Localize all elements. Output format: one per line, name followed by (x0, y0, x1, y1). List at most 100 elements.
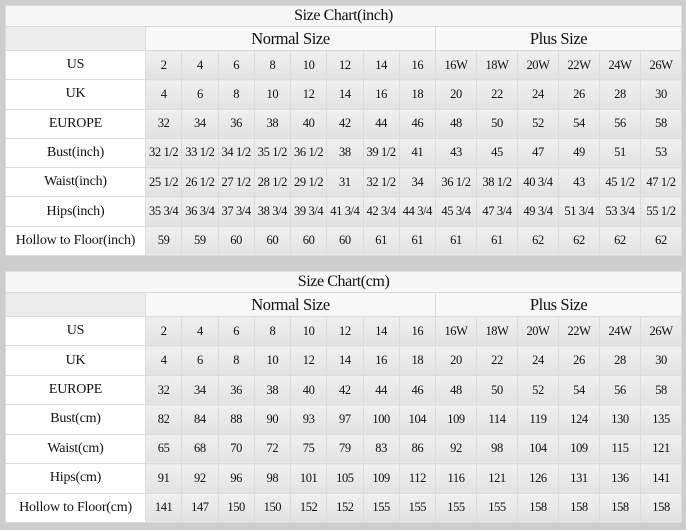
size-cell: 8 (253, 49, 292, 81)
size-cell: 52 (517, 108, 559, 139)
size-cell: 16W (435, 315, 477, 347)
size-cell: 16 (398, 49, 437, 81)
size-cell: 22W (558, 49, 600, 81)
size-cell: 109 (435, 404, 477, 435)
size-cell: 155 (435, 492, 477, 524)
size-cell: 53 3/4 (599, 196, 641, 227)
size-cell: 36 1/2 (435, 167, 477, 198)
size-cell: 30 (639, 345, 683, 376)
size-cell: 6 (217, 49, 255, 81)
size-cell: 18 (398, 345, 437, 376)
size-cell: 20 (435, 345, 477, 376)
size-cell: 8 (217, 345, 255, 376)
size-cell: 41 3/4 (326, 196, 364, 227)
size-cell: 36 1/2 (289, 137, 328, 169)
size-cell: 75 (289, 433, 328, 465)
size-cell: 32 1/2 (144, 137, 183, 169)
size-cell: 18 (398, 79, 437, 110)
size-cell: 131 (558, 463, 600, 494)
size-cell: 49 (558, 137, 600, 169)
row-label: EUROPE (5, 108, 146, 139)
size-cell: 26 1/2 (181, 167, 219, 198)
size-cell: 40 (289, 374, 328, 406)
size-cell: 18W (476, 315, 518, 347)
size-cell: 34 (398, 167, 437, 198)
size-cell: 114 (476, 404, 518, 435)
size-cell: 158 (517, 492, 559, 524)
chart-title: Size Chart(inch) (4, 5, 683, 27)
size-cell: 10 (289, 49, 328, 81)
size-cell: 121 (476, 463, 518, 494)
table-row: EUROPE 32 34 36 38 40 42 44 46 48 50 52 54 56 58 (5, 108, 683, 139)
size-cell: 44 3/4 (398, 196, 437, 227)
size-cell: 58 (639, 108, 683, 139)
size-cell: 104 (517, 433, 559, 465)
size-cell: 38 (326, 137, 364, 169)
header-blank (5, 26, 146, 51)
size-cell: 12 (326, 315, 364, 347)
size-cell: 150 (253, 492, 292, 524)
size-cell: 38 (253, 374, 292, 406)
size-cell: 40 3/4 (517, 167, 559, 198)
size-cell: 10 (253, 79, 292, 110)
table-row: UK 4 6 8 10 12 14 16 18 20 22 24 26 28 30 (5, 345, 683, 376)
size-cell: 98 (253, 463, 292, 494)
size-cell: 20 (435, 79, 477, 110)
size-cell: 141 (639, 463, 683, 494)
size-cell: 124 (558, 404, 600, 435)
size-cell: 45 1/2 (599, 167, 641, 198)
size-cell: 28 (599, 345, 641, 376)
size-cell: 32 (144, 374, 183, 406)
size-cell: 109 (558, 433, 600, 465)
size-cell: 155 (476, 492, 518, 524)
size-cell: 18W (476, 49, 518, 81)
row-label: UK (5, 345, 146, 376)
size-cell: 42 3/4 (362, 196, 400, 227)
table-row: US 2 4 6 8 10 12 14 16 16W 18W 20W 22W 24W 26W (5, 49, 683, 81)
size-cell: 33 1/2 (181, 137, 219, 169)
size-cell: 61 (476, 225, 518, 257)
size-cell: 38 1/2 (476, 167, 518, 198)
size-cell: 49 3/4 (517, 196, 559, 227)
size-cell: 79 (326, 433, 364, 465)
size-cell: 105 (326, 463, 364, 494)
row-label: Hips(inch) (5, 196, 146, 227)
table-row: Waist(cm) 65 68 70 72 75 79 83 86 92 98 104 109 115 12… (5, 433, 683, 465)
size-cell: 24 (517, 79, 559, 110)
table-row: Hollow to Floor(inch) 59 59 60 60 60 60 61 61 61 6… (5, 225, 683, 257)
size-cell: 30 (639, 79, 683, 110)
size-cell: 42 (326, 374, 364, 406)
size-cell: 22 (476, 345, 518, 376)
size-cell: 48 (435, 108, 477, 139)
size-cell: 39 1/2 (362, 137, 400, 169)
size-cell: 86 (398, 433, 437, 465)
size-cell: 26 (558, 345, 600, 376)
size-cell: 115 (599, 433, 641, 465)
size-cell: 51 3/4 (558, 196, 600, 227)
size-cell: 68 (181, 433, 219, 465)
size-cell: 50 (476, 374, 518, 406)
size-cell: 83 (362, 433, 400, 465)
size-cell: 2 (144, 49, 183, 81)
size-cell: 45 (476, 137, 518, 169)
size-cell: 39 3/4 (289, 196, 328, 227)
size-cell: 152 (289, 492, 328, 524)
size-cell: 56 (599, 108, 641, 139)
size-cell: 158 (599, 492, 641, 524)
size-cell: 43 (558, 167, 600, 198)
size-cell: 72 (253, 433, 292, 465)
size-cell: 61 (398, 225, 437, 257)
size-cell: 58 (639, 374, 683, 406)
row-label: Hollow to Floor(inch) (5, 225, 146, 257)
size-cell: 59 (181, 225, 219, 257)
size-cell: 14 (326, 79, 364, 110)
table-row: Bust(cm) 82 84 88 90 93 97 100 104 109 114 119 124 13… (5, 404, 683, 435)
table-row: Waist(inch) 25 1/2 26 1/2 27 1/2 28 1/2 29 1/… (5, 167, 683, 198)
size-cell: 48 (435, 374, 477, 406)
size-cell: 47 1/2 (639, 167, 683, 198)
header-blank (5, 292, 146, 317)
size-table: Size Chart(cm) Normal Size Plus Size US 2 4 6 8… (4, 271, 683, 524)
table-row: US 2 4 6 8 10 12 14 16 16W 18W 20W 22W 24W 26W (5, 315, 683, 347)
size-cell: 20W (517, 49, 559, 81)
size-cell: 56 (599, 374, 641, 406)
